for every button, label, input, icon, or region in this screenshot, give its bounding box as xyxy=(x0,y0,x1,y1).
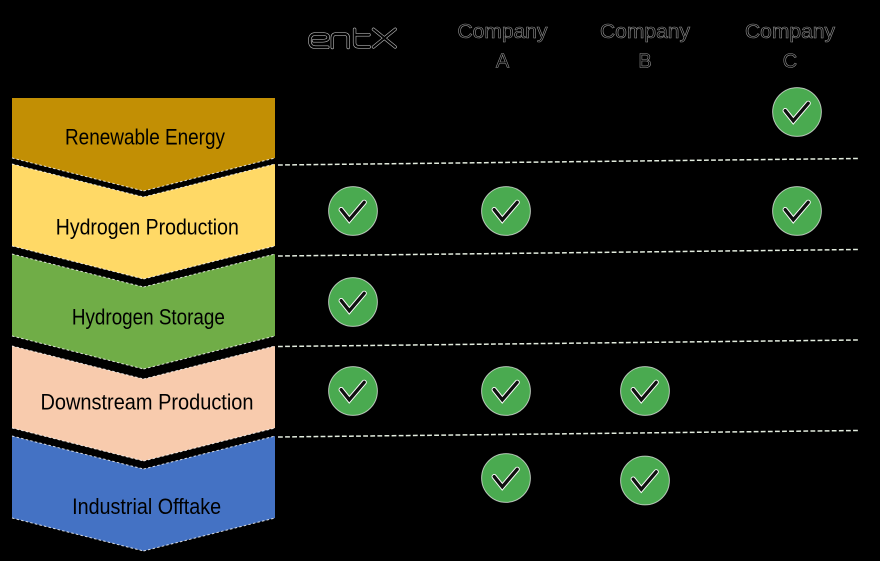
svg-text:Hydrogen Storage: Hydrogen Storage xyxy=(72,304,225,329)
svg-text:Company: Company xyxy=(600,21,690,43)
svg-text:Hydrogen Production: Hydrogen Production xyxy=(56,214,239,239)
svg-text:Company: Company xyxy=(745,21,835,43)
svg-text:Industrial Offtake: Industrial Offtake xyxy=(72,494,221,519)
svg-text:Company: Company xyxy=(458,21,548,43)
svg-text:Renewable Energy: Renewable Energy xyxy=(65,125,225,150)
svg-text:B: B xyxy=(638,51,651,73)
svg-text:C: C xyxy=(783,51,797,73)
svg-text:Downstream Production: Downstream Production xyxy=(41,389,254,414)
svg-text:A: A xyxy=(496,51,510,73)
